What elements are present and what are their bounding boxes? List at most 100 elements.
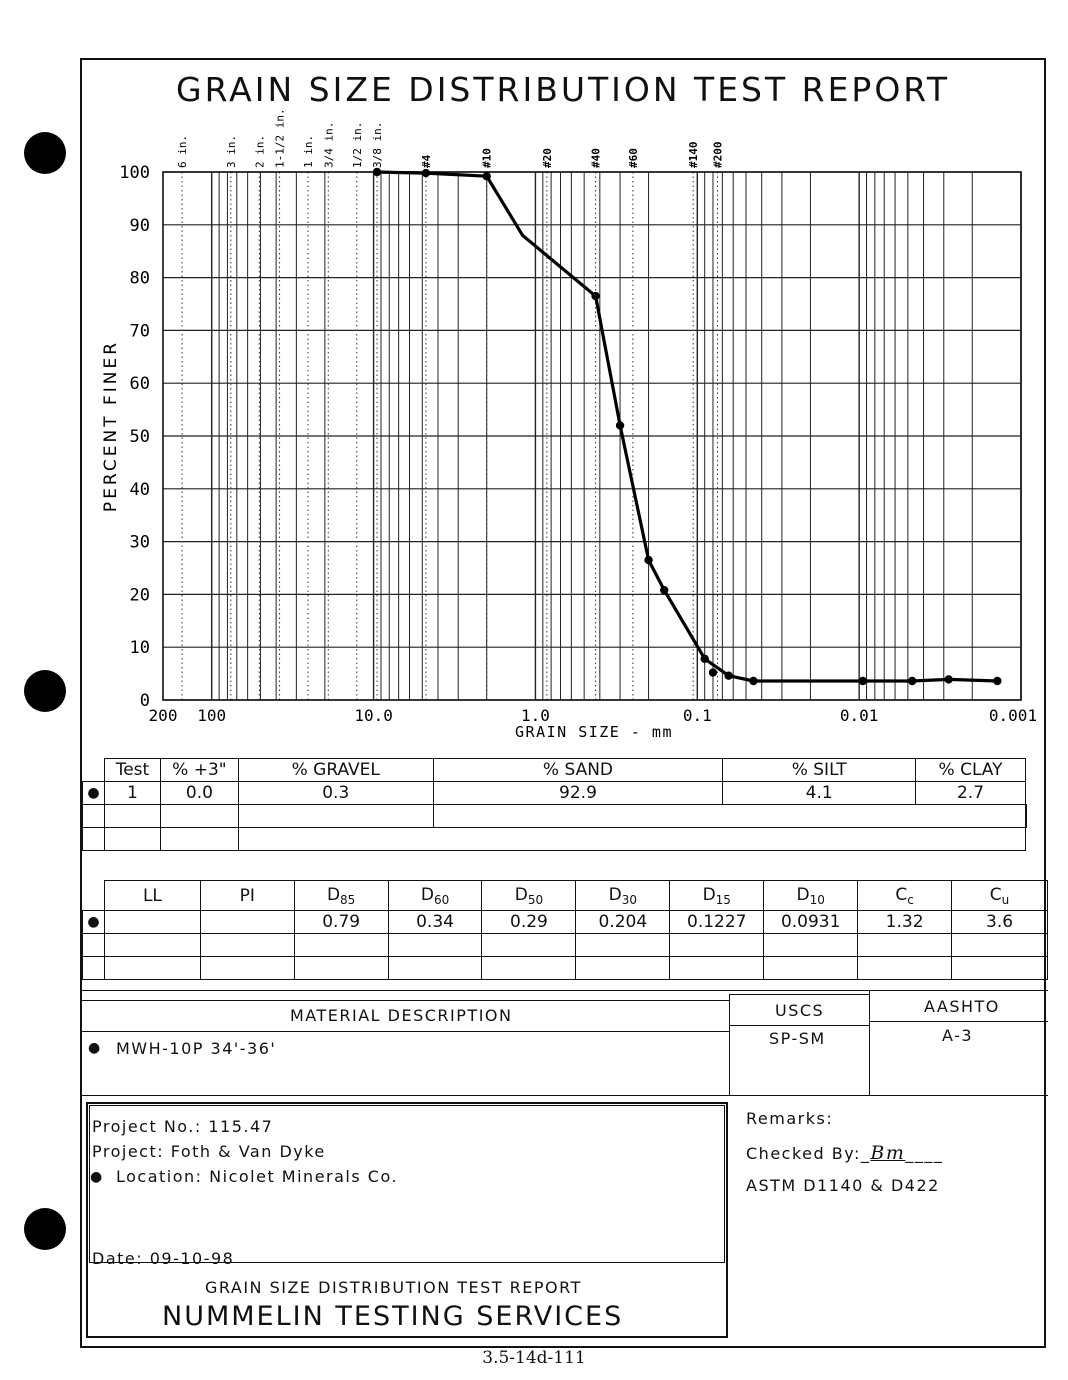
- grain-size-chart: 6 in. 3 in. 2 in. 1-1/2 in. 1 in. 3/4 in. 1/2 …: [101, 108, 1037, 741]
- data-point: [644, 555, 653, 565]
- uscs-header: USCS: [775, 1001, 825, 1020]
- gradation-curve: [372, 167, 1002, 686]
- param-cell: 0.79: [293, 910, 389, 934]
- y-tick-label: 80: [130, 269, 150, 289]
- sieve-label: #40: [590, 148, 603, 168]
- param-header-d85: D85: [293, 880, 389, 911]
- project-date: Date: 09-10-98: [92, 1249, 235, 1268]
- report-frame: [80, 58, 1046, 1348]
- y-tick-label: 0: [140, 691, 150, 711]
- summary-empty-row: [82, 804, 1027, 828]
- sieve-label: 3 in.: [225, 135, 238, 168]
- sieve-label: 3/8 in.: [371, 122, 384, 168]
- y-tick-label: 40: [130, 480, 150, 500]
- y-tick-label: 60: [130, 374, 150, 394]
- param-cell: 0.1227: [669, 910, 765, 934]
- data-point: [993, 676, 1002, 686]
- sieve-label: 1-1/2 in.: [274, 108, 287, 168]
- x-tick-label: 0.001: [989, 706, 1037, 725]
- y-tick-label: 10: [130, 638, 150, 658]
- company-name: NUMMELIN TESTING SERVICES: [162, 1301, 624, 1332]
- summary-header-row: Test % +3" % GRAVEL % SAND % SILT % CLAY: [83, 758, 1027, 782]
- param-cell: 1.32: [857, 910, 953, 934]
- sieve-label: #10: [481, 148, 494, 168]
- summary-table: Test % +3" % GRAVEL % SAND % SILT % CLAY…: [82, 758, 1027, 851]
- param-cell: 0.29: [481, 910, 577, 934]
- param-cell: 0.0931: [763, 910, 859, 934]
- sieve-label: 3/4 in.: [322, 122, 335, 168]
- data-point: [724, 671, 733, 680]
- uscs-value: SP-SM: [769, 1029, 826, 1048]
- summary-empty-row: [82, 827, 1027, 851]
- summary-header: % SILT: [722, 758, 917, 782]
- sieve-label: 2 in.: [253, 135, 266, 168]
- data-point: [749, 676, 758, 686]
- sieve-label: #140: [687, 142, 700, 169]
- parameters-header-row: LL PI D85 D60 D50 D30 D15 D10 Cc Cu: [83, 880, 1048, 911]
- punch-hole-middle: [24, 670, 66, 712]
- summary-header: % GRAVEL: [237, 758, 434, 782]
- project-box: [86, 1102, 728, 1338]
- parameters-empty-row: [82, 933, 1048, 957]
- sieve-label: #200: [712, 142, 725, 169]
- plot-border: [162, 171, 1022, 701]
- data-point: [615, 421, 625, 430]
- aashto-header: AASHTO: [924, 997, 1000, 1016]
- x-tick-label: 1.0: [521, 706, 550, 725]
- param-header-cc: Cc: [857, 880, 953, 911]
- param-header-d50: D50: [481, 880, 577, 911]
- remarks-label: Remarks:: [746, 1109, 834, 1128]
- param-cell: [103, 910, 201, 934]
- material-section: [82, 990, 1048, 1096]
- data-point: [944, 675, 953, 684]
- x-axis-title: GRAIN SIZE - mm: [515, 723, 673, 741]
- data-point: [482, 172, 491, 181]
- checker-initials: Bm: [870, 1142, 906, 1164]
- param-cell: 3.6: [951, 910, 1048, 934]
- y-tick-label: 100: [119, 163, 150, 183]
- sieve-label: 1/2 in.: [351, 122, 364, 168]
- param-header-d30: D30: [575, 880, 671, 911]
- row-marker: ●: [82, 781, 105, 805]
- aashto-header-cell: [869, 990, 1048, 1022]
- param-cell: 0.204: [575, 910, 671, 934]
- sieve-markers: 6 in. 3 in. 2 in. 1-1/2 in. 1 in. 3/4 in. 1/2 …: [176, 108, 725, 700]
- x-tick-label: 200: [149, 706, 178, 725]
- sieve-label: #20: [541, 148, 554, 168]
- y-axis-title: PERCENT FINER: [101, 340, 121, 512]
- x-tick-label: 0.1: [683, 706, 712, 725]
- row-marker: ●: [82, 910, 105, 934]
- punch-hole-top: [24, 132, 66, 174]
- project-inner-box: [89, 1105, 725, 1263]
- y-tick-label: 30: [130, 533, 150, 553]
- parameters-data-row: ● 0.79 0.34 0.29 0.204 0.1227 0.0931 1.3…: [82, 910, 1048, 934]
- summary-cell: 1: [103, 781, 161, 805]
- data-point: [372, 167, 382, 177]
- param-header-ll: LL: [103, 880, 201, 911]
- sieve-label: #60: [627, 148, 640, 168]
- x-tick-label: 10.0: [354, 706, 393, 725]
- aashto-value: A-3: [942, 1026, 974, 1045]
- parameters-empty-row: [82, 956, 1048, 980]
- project-number: Project No.: 115.47: [92, 1117, 274, 1136]
- project-location: Location: Nicolet Minerals Co.: [116, 1167, 399, 1186]
- x-tick-label: 0.01: [840, 706, 879, 725]
- summary-cell: 2.7: [915, 781, 1026, 805]
- punch-hole-bottom: [24, 1208, 66, 1250]
- checked-by-line: Checked By:_Bm____: [746, 1142, 943, 1164]
- data-point: [908, 676, 917, 686]
- summary-header: % SAND: [432, 758, 724, 782]
- summary-header: % +3": [159, 758, 239, 782]
- footer-code: 3.5-14d-111: [482, 1348, 586, 1368]
- summary-header: Test: [103, 758, 161, 782]
- company-report-title: GRAIN SIZE DISTRIBUTION TEST REPORT: [205, 1278, 582, 1297]
- y-tick-label: 50: [130, 427, 150, 447]
- material-marker: ●: [88, 1040, 102, 1056]
- data-point: [708, 668, 718, 677]
- report-title: GRAIN SIZE DISTRIBUTION TEST REPORT: [176, 70, 950, 109]
- data-point: [421, 168, 431, 178]
- summary-cell: 0.0: [159, 781, 239, 805]
- param-header-d60: D60: [387, 880, 483, 911]
- param-cell: 0.34: [387, 910, 483, 934]
- y-tick-label: 90: [130, 216, 150, 236]
